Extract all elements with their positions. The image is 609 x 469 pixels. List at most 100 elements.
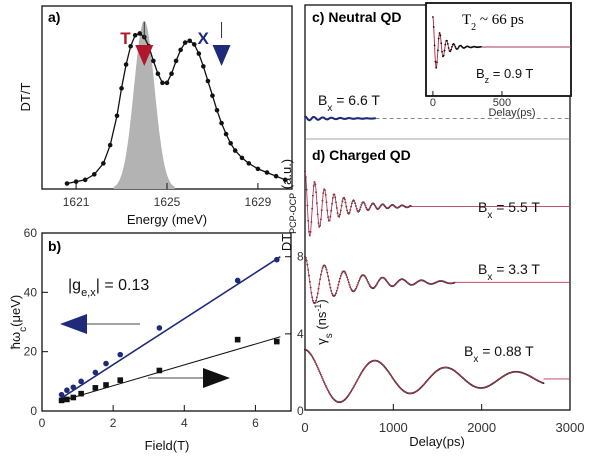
panel-b-point-circle: [78, 378, 84, 385]
panel-b-point-circle: [70, 384, 77, 391]
inset-xtick-label: 0: [430, 97, 436, 109]
panel-b-point-square: [92, 385, 99, 391]
panel-cd-ylabel: DTPCP-OCP (a.u.): [279, 159, 298, 251]
panel-b-points: [58, 256, 280, 404]
panel-b-point-circle: [92, 369, 99, 376]
inset-point: [438, 32, 441, 34]
panel-b-fits: [59, 256, 281, 402]
trace-line: [304, 349, 544, 403]
panel-a-label: a): [48, 9, 60, 25]
panel-a-point: [191, 42, 197, 47]
panel-a-point: [219, 120, 224, 126]
panel-a-xlabel: Energy (meV): [127, 212, 207, 227]
panel-a-point: [273, 173, 279, 179]
panel-b-xtick-label: 4: [181, 416, 188, 430]
g-factor-annotation: |ge,x| = 0.13: [68, 277, 149, 299]
inset-point: [436, 61, 438, 64]
panel-a-point: [169, 71, 174, 77]
panel-b-ylabel-left: ħωc(μeV): [8, 295, 29, 349]
panel-b-xlabel: Field(T): [145, 438, 190, 453]
inset-point: [435, 66, 438, 69]
panel-b-frame: [41, 232, 292, 412]
trace-line: [304, 256, 456, 304]
panel-b-point-circle: [156, 325, 163, 331]
panel-a-point: [246, 161, 252, 166]
inset-point: [447, 47, 450, 49]
panel-b-ytick-left-label: 20: [24, 345, 38, 359]
panel-a-point: [82, 177, 88, 183]
marker-arrow-icon: [135, 45, 154, 66]
inset-point: [443, 49, 446, 52]
label-bx-6-6: Bx = 6.6 T: [318, 92, 380, 114]
label-bx-0-88: Bx = 0.88 T: [464, 343, 534, 365]
panel-b-point-square: [64, 396, 70, 403]
panel-cd: c) Neutral QD d) Charged QD 0 1000 2000 300…: [279, 2, 584, 449]
panel-d-title: d) Charged QD: [312, 147, 411, 163]
panel-a-curve: [66, 32, 286, 185]
panel-b-point-square: [234, 336, 241, 343]
panel-b-ytick-left-label: 0: [30, 404, 37, 418]
panel-cd-xtick-label: 0: [301, 420, 308, 435]
inset-point: [449, 50, 452, 53]
inset-point: [440, 42, 443, 45]
inset-point: [454, 45, 457, 48]
inset-point: [432, 26, 435, 28]
inset-point: [451, 45, 453, 48]
panel-b-xtick-label: 0: [39, 416, 46, 430]
panel-a-point: [123, 62, 129, 67]
panel-a-ylabel: DT/T: [18, 83, 33, 112]
panel-c-title: c) Neutral QD: [312, 9, 401, 25]
panel-a-point: [214, 108, 220, 113]
panel-a-point: [201, 64, 206, 69]
panel-a-point: [128, 43, 133, 49]
inset-frame: [425, 2, 572, 97]
panel-a-xtick-label: 1621: [63, 195, 90, 209]
panel-a-point: [205, 78, 211, 84]
inset-ticks: 0 500: [430, 91, 511, 109]
panel-a-point: [151, 58, 156, 64]
panel-a-point: [114, 113, 120, 119]
panel-b-point-circle: [273, 256, 280, 263]
inset-xtick-label: 500: [493, 97, 511, 109]
panel-b-ytick-right-label: 4: [297, 327, 304, 341]
panel-a-point: [182, 40, 188, 45]
inset-point: [444, 43, 447, 46]
panel-a-frame: [41, 5, 293, 190]
panel-cd-xtick-label: 1000: [379, 420, 408, 435]
panel-b-point-circle: [58, 391, 65, 398]
inset-point: [437, 37, 440, 40]
trace-line: [304, 115, 376, 122]
panel-cd-traces: [304, 115, 570, 404]
panel-b-point-square: [273, 338, 280, 345]
panel-a-point: [155, 71, 161, 77]
inset-point: [456, 47, 459, 50]
panel-b-xtick-label: 6: [252, 416, 259, 430]
panel-b-ytick-right-label: 8: [297, 250, 304, 264]
panel-cd-xtick-label: 2000: [467, 420, 496, 435]
inset-point: [437, 49, 439, 52]
panel-b-point-square: [78, 390, 84, 397]
inset: 0 500 T2 ~ 66 ps Bz = 0.9 T Delay(ps): [425, 2, 572, 119]
panel-b-ytick-left-label: 40: [24, 285, 38, 299]
panel-a-point: [255, 166, 261, 172]
panel-b-ylabel-right: γs (ns-1): [313, 299, 335, 345]
panel-a-point: [101, 161, 106, 166]
panel-b-point-square: [70, 394, 77, 401]
panel-b-point-square: [117, 377, 124, 383]
panel-a-point: [173, 58, 179, 64]
inset-point: [441, 50, 443, 53]
inset-xlabel: Delay(ps): [488, 107, 535, 119]
panel-a-ticks: 1621 1625 1629: [63, 183, 272, 209]
marker-arrow-icon: [212, 45, 231, 66]
inset-points: [432, 16, 482, 69]
panel-b-fit-line: [59, 336, 281, 402]
panel-b-ytick-right-label: 0: [297, 404, 304, 418]
inset-point: [446, 43, 449, 45]
inset-point: [446, 39, 448, 42]
panel-cd-ticks: 0 1000 2000 3000: [301, 404, 584, 435]
